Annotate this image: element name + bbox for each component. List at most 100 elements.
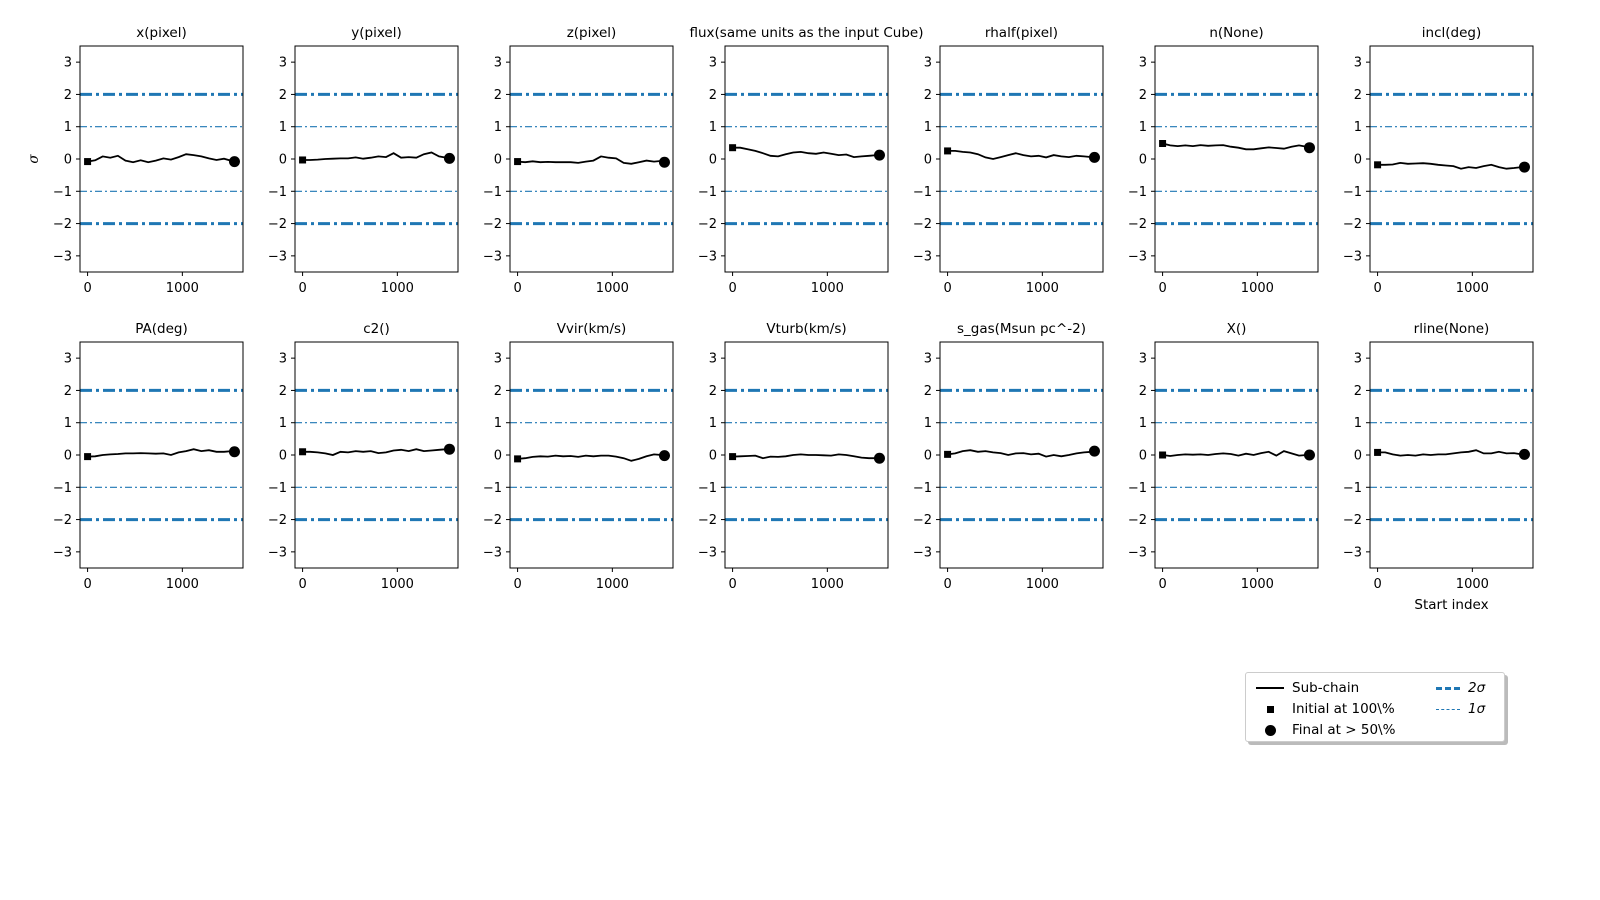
panel-title: s_gas(Msun pc^-2) (957, 321, 1086, 337)
legend-entry-sub-chain: Sub-chain (1256, 678, 1359, 698)
initial-marker (944, 450, 952, 458)
initial-marker (299, 448, 307, 456)
axes-frame (724, 45, 889, 273)
y-axis-label: σ (26, 154, 42, 164)
y-tick-label: −1 (913, 185, 932, 200)
initial-marker (514, 158, 522, 166)
y-tick-label: 0 (1139, 449, 1147, 464)
y-tick-label: −3 (53, 545, 72, 560)
panel-title: PA(deg) (135, 321, 188, 337)
legend-entry-1sigma: 1σ (1436, 699, 1485, 719)
y-tick-label: 0 (494, 153, 502, 168)
y-tick-label: −3 (268, 545, 287, 560)
final-marker (658, 450, 670, 462)
y-tick-label: 1 (494, 416, 502, 431)
y-tick-label: −2 (1128, 217, 1147, 232)
panel: 3 2 1 0 −1 −2 −3 0 1000 y(pixel) (268, 25, 459, 296)
x-tick-label: 0 (513, 281, 521, 296)
legend: Sub-chain Initial at 100\% Final at > 50… (1245, 672, 1505, 742)
y-tick-label: −3 (483, 545, 502, 560)
final-marker (1088, 445, 1100, 457)
y-tick-label: −3 (698, 545, 717, 560)
y-tick-label: −1 (483, 481, 502, 496)
x-tick-label: 1000 (166, 281, 199, 296)
initial-marker (84, 453, 92, 461)
y-tick-label: 0 (1139, 153, 1147, 168)
final-marker (443, 443, 455, 455)
y-tick-label: 2 (494, 384, 502, 399)
panel-title: flux(same units as the input Cube) (689, 25, 923, 41)
initial-marker (1374, 161, 1382, 169)
x-tick-label: 1000 (166, 577, 199, 592)
panel-title: incl(deg) (1422, 25, 1481, 41)
y-tick-label: 2 (1139, 88, 1147, 103)
panel: 3 2 1 0 −1 −2 −3 0 1000 c2() (268, 321, 459, 592)
final-marker (873, 149, 885, 161)
final-marker (228, 156, 240, 168)
y-tick-label: 1 (1354, 416, 1362, 431)
sub-chain-line (302, 151, 450, 161)
y-tick-label: −2 (698, 217, 717, 232)
y-tick-label: −3 (913, 545, 932, 560)
y-tick-label: −2 (913, 513, 932, 528)
y-tick-label: 2 (1354, 384, 1362, 399)
y-tick-label: 0 (924, 153, 932, 168)
circle-marker-icon (1256, 724, 1284, 736)
y-tick-label: 0 (64, 153, 72, 168)
final-marker (1303, 449, 1315, 461)
sub-chain-line (1162, 142, 1310, 151)
y-tick-label: 3 (64, 56, 72, 71)
panel: 3 2 1 0 −1 −2 −3 0 1000 X() (1128, 321, 1319, 592)
y-tick-label: 2 (494, 88, 502, 103)
axes-frame (1369, 45, 1534, 273)
y-tick-label: −1 (1343, 185, 1362, 200)
y-tick-label: 3 (1139, 352, 1147, 367)
axes-frame (939, 45, 1104, 273)
y-tick-label: −3 (53, 249, 72, 264)
y-tick-label: −3 (1343, 249, 1362, 264)
y-tick-label: 0 (709, 153, 717, 168)
y-tick-label: 1 (279, 416, 287, 431)
y-tick-label: 1 (279, 120, 287, 135)
y-tick-label: −2 (913, 217, 932, 232)
y-tick-label: 0 (1354, 153, 1362, 168)
y-tick-label: −3 (1128, 249, 1147, 264)
y-tick-label: 3 (279, 56, 287, 71)
y-tick-label: 1 (64, 416, 72, 431)
y-tick-label: −1 (698, 185, 717, 200)
y-tick-label: 0 (64, 449, 72, 464)
legend-entry-2sigma: 2σ (1436, 678, 1485, 698)
sub-chain-line (1377, 161, 1525, 170)
y-tick-label: −2 (698, 513, 717, 528)
x-tick-label: 0 (298, 577, 306, 592)
x-tick-label: 0 (728, 577, 736, 592)
y-tick-label: 3 (924, 352, 932, 367)
initial-marker (729, 453, 737, 461)
panel: 3 2 1 0 −1 −2 −3 0 1000 Vturb(km/s) (698, 321, 889, 592)
x-tick-label: 1000 (811, 281, 844, 296)
y-tick-label: −1 (1128, 185, 1147, 200)
x-tick-label: 0 (943, 281, 951, 296)
y-tick-label: −2 (483, 513, 502, 528)
y-tick-label: −2 (53, 513, 72, 528)
panel: 3 2 1 0 −1 −2 −3 0 1000 z(pixel) (483, 25, 674, 296)
panel: 3 2 1 0 −1 −2 −3 0 1000 rline(None) Start index (1343, 321, 1534, 613)
y-tick-label: 1 (924, 416, 932, 431)
y-tick-label: −2 (268, 217, 287, 232)
sub-chain-line (1162, 450, 1310, 457)
legend-label-1sigma: 1σ (1468, 701, 1486, 717)
legend-label-initial: Initial at 100\% (1292, 701, 1395, 717)
y-tick-label: −3 (1343, 545, 1362, 560)
y-tick-label: 2 (64, 88, 72, 103)
y-tick-label: 2 (1354, 88, 1362, 103)
sub-chain-line (947, 149, 1095, 160)
x-tick-label: 0 (83, 281, 91, 296)
panel-title: z(pixel) (567, 25, 617, 41)
initial-marker (1159, 451, 1167, 459)
y-tick-label: 3 (1354, 56, 1362, 71)
y-tick-label: 3 (64, 352, 72, 367)
y-tick-label: −1 (913, 481, 932, 496)
y-tick-label: −3 (268, 249, 287, 264)
y-tick-label: −2 (53, 217, 72, 232)
